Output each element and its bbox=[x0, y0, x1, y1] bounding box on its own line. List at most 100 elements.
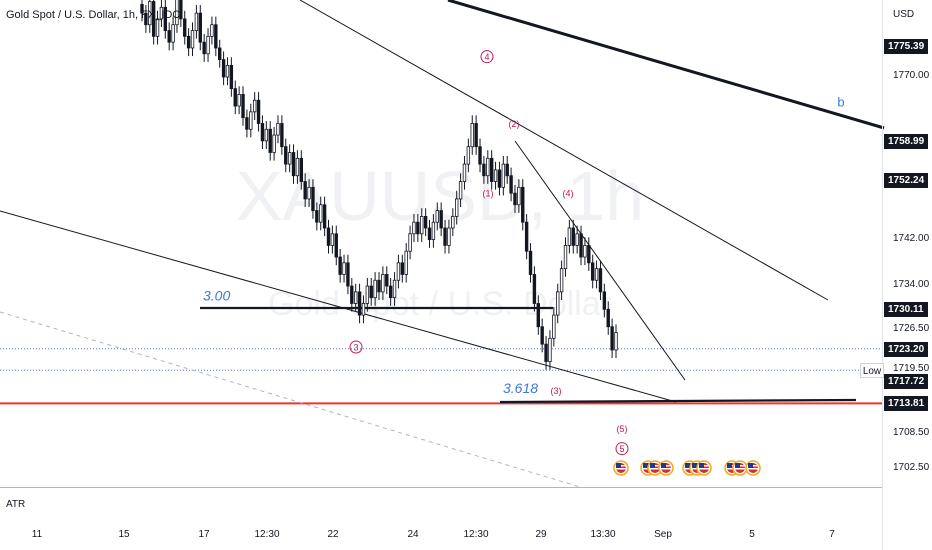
pane-separator[interactable] bbox=[0, 487, 882, 488]
candle-body[interactable] bbox=[614, 332, 618, 351]
trendline-upper-long[interactable] bbox=[299, 0, 829, 301]
candle-body[interactable] bbox=[451, 215, 455, 229]
candle-body[interactable] bbox=[579, 233, 583, 258]
candle-body[interactable] bbox=[470, 123, 474, 148]
candle-body[interactable] bbox=[373, 279, 377, 299]
candle-body[interactable] bbox=[392, 279, 397, 299]
trendline-lower-long[interactable] bbox=[0, 210, 677, 403]
candle-body[interactable] bbox=[256, 99, 261, 124]
candle-body[interactable] bbox=[229, 64, 234, 90]
candle-body[interactable] bbox=[163, 6, 168, 31]
candle-body[interactable] bbox=[237, 94, 241, 107]
candle-body[interactable] bbox=[338, 256, 342, 275]
candle-body[interactable] bbox=[427, 227, 432, 241]
candle-body[interactable] bbox=[315, 210, 319, 223]
candle-body[interactable] bbox=[249, 111, 253, 130]
candle-body[interactable] bbox=[501, 163, 506, 188]
candle-body[interactable] bbox=[260, 123, 265, 142]
candle-body[interactable] bbox=[482, 163, 486, 177]
candle-body[interactable] bbox=[342, 262, 346, 275]
candle-body[interactable] bbox=[524, 221, 529, 252]
candle-body[interactable] bbox=[210, 24, 214, 37]
candle-body[interactable] bbox=[346, 262, 350, 287]
candle-body[interactable] bbox=[245, 117, 249, 130]
candle-body[interactable] bbox=[517, 186, 521, 206]
candle-body[interactable] bbox=[252, 99, 257, 113]
candle-body[interactable] bbox=[284, 146, 288, 165]
candle-body[interactable] bbox=[225, 64, 230, 78]
candle-body[interactable] bbox=[167, 30, 171, 43]
candle-body[interactable] bbox=[474, 123, 478, 148]
us-flag-icon[interactable] bbox=[745, 460, 761, 476]
trendline-inner-upper[interactable] bbox=[514, 140, 686, 381]
us-flag-icon[interactable] bbox=[658, 460, 674, 476]
candle-body[interactable] bbox=[431, 221, 436, 241]
candle-body[interactable] bbox=[369, 285, 373, 299]
trendlines[interactable] bbox=[0, 0, 885, 488]
candle-body[interactable] bbox=[513, 192, 517, 206]
candle-body[interactable] bbox=[264, 128, 269, 142]
candle-body[interactable] bbox=[594, 268, 599, 281]
candle-body[interactable] bbox=[311, 186, 315, 211]
candle-body[interactable] bbox=[505, 163, 509, 177]
candle-body[interactable] bbox=[175, 0, 179, 26]
candle-body[interactable] bbox=[350, 285, 354, 304]
candle-body[interactable] bbox=[140, 4, 144, 14]
candle-body[interactable] bbox=[544, 343, 548, 362]
candle-body[interactable] bbox=[299, 157, 303, 182]
candle-body[interactable] bbox=[408, 233, 412, 252]
candle-body[interactable] bbox=[319, 204, 323, 223]
candle-body[interactable] bbox=[385, 274, 389, 287]
candle-body[interactable] bbox=[330, 233, 335, 246]
candle-body[interactable] bbox=[598, 268, 603, 293]
candle-body[interactable] bbox=[291, 152, 296, 177]
candle-body[interactable] bbox=[272, 134, 276, 153]
candle-body[interactable] bbox=[478, 146, 482, 165]
candlestick-series[interactable] bbox=[140, 0, 618, 370]
candle-body[interactable] bbox=[466, 146, 471, 165]
fib-line-3618[interactable] bbox=[499, 398, 857, 404]
candle-body[interactable] bbox=[563, 245, 568, 270]
candle-body[interactable] bbox=[186, 35, 191, 49]
candle-body[interactable] bbox=[155, 18, 160, 37]
candle-body[interactable] bbox=[171, 24, 175, 43]
candle-body[interactable] bbox=[602, 291, 607, 310]
candle-body[interactable] bbox=[144, 12, 148, 26]
candle-body[interactable] bbox=[353, 291, 358, 304]
candle-body[interactable] bbox=[198, 12, 202, 43]
candle-body[interactable] bbox=[556, 291, 560, 316]
candle-body[interactable] bbox=[583, 245, 587, 258]
candle-body[interactable] bbox=[462, 163, 467, 182]
candle-body[interactable] bbox=[455, 198, 459, 217]
candle-body[interactable] bbox=[295, 157, 300, 177]
candle-body[interactable] bbox=[540, 326, 544, 345]
candle-body[interactable] bbox=[521, 186, 525, 223]
candle-body[interactable] bbox=[148, 1, 152, 26]
candle-body[interactable] bbox=[567, 227, 572, 246]
candle-body[interactable] bbox=[307, 186, 311, 200]
candle-body[interactable] bbox=[559, 268, 564, 293]
candle-body[interactable] bbox=[587, 245, 591, 264]
candle-body[interactable] bbox=[194, 12, 199, 31]
candle-body[interactable] bbox=[388, 285, 393, 299]
us-flag-icon[interactable] bbox=[696, 460, 712, 476]
candle-body[interactable] bbox=[183, 18, 187, 37]
candle-body[interactable] bbox=[606, 308, 610, 328]
candle-body[interactable] bbox=[334, 233, 338, 258]
candle-body[interactable] bbox=[381, 274, 385, 293]
candle-body[interactable] bbox=[151, 1, 156, 37]
atr-pane-label[interactable]: ATR bbox=[6, 499, 26, 510]
candle-body[interactable] bbox=[179, 0, 183, 20]
candle-body[interactable] bbox=[571, 227, 575, 246]
candle-body[interactable] bbox=[536, 303, 540, 328]
candle-body[interactable] bbox=[221, 59, 226, 78]
candle-body[interactable] bbox=[416, 221, 420, 235]
us-flag-icon[interactable] bbox=[613, 460, 629, 476]
candle-body[interactable] bbox=[458, 181, 463, 200]
candle-body[interactable] bbox=[377, 279, 381, 293]
candle-body[interactable] bbox=[610, 326, 614, 351]
candle-body[interactable] bbox=[497, 169, 502, 188]
candle-body[interactable] bbox=[509, 175, 513, 194]
candle-body[interactable] bbox=[361, 303, 366, 316]
